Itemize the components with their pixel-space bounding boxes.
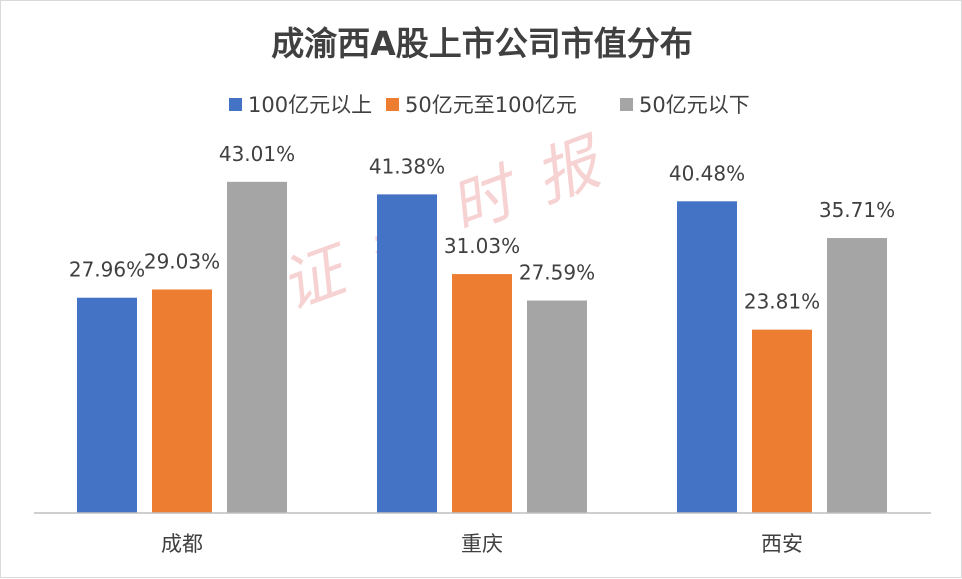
legend-swatch-1 (229, 98, 242, 111)
legend-swatch-3 (620, 98, 633, 111)
bar-西安-3 (827, 238, 887, 513)
data-label-成都-2: 29.03% (144, 249, 220, 273)
data-label-重庆-1: 41.38% (369, 154, 445, 178)
legend: 100亿元以上 50亿元至100亿元 50亿元以下 (229, 93, 750, 117)
category-label-2: 重庆 (461, 532, 503, 556)
legend-label-2: 50亿元至100亿元 (405, 93, 577, 117)
bar-成都-3 (227, 181, 287, 513)
legend-swatch-2 (386, 98, 399, 111)
chart-title: 成渝西A股上市公司市值分布 (271, 24, 693, 63)
watermark-char-4: 报 (525, 124, 615, 216)
bar-西安-1 (677, 201, 737, 513)
data-label-西安-2: 23.81% (744, 290, 820, 314)
bar-重庆-3 (527, 300, 587, 513)
bar-重庆-2 (452, 274, 512, 513)
watermark-char-3: 时 (440, 153, 531, 246)
category-labels-group: 成都 重庆 西安 (161, 532, 803, 556)
category-label-1: 成都 (161, 532, 203, 556)
data-label-成都-1: 27.96% (69, 258, 145, 282)
data-label-成都-3: 43.01% (219, 142, 295, 166)
category-label-3: 西安 (761, 532, 803, 556)
bars-group (77, 181, 887, 513)
data-label-西安-3: 35.71% (819, 198, 895, 222)
bar-重庆-1 (377, 194, 437, 513)
bar-西安-2 (752, 329, 812, 513)
bar-成都-2 (152, 289, 212, 513)
data-labels-group: 27.96%29.03% 43.01% 41.38% 31.03% 27.59% 40.4… (69, 142, 895, 314)
data-label-西安-1: 40.48% (669, 161, 745, 185)
legend-label-1: 100亿元以上 (248, 93, 372, 117)
legend-label-3: 50亿元以下 (639, 93, 750, 117)
data-label-重庆-2: 31.03% (444, 234, 520, 258)
data-label-重庆-3: 27.59% (519, 261, 595, 285)
bar-成都-1 (77, 297, 137, 513)
